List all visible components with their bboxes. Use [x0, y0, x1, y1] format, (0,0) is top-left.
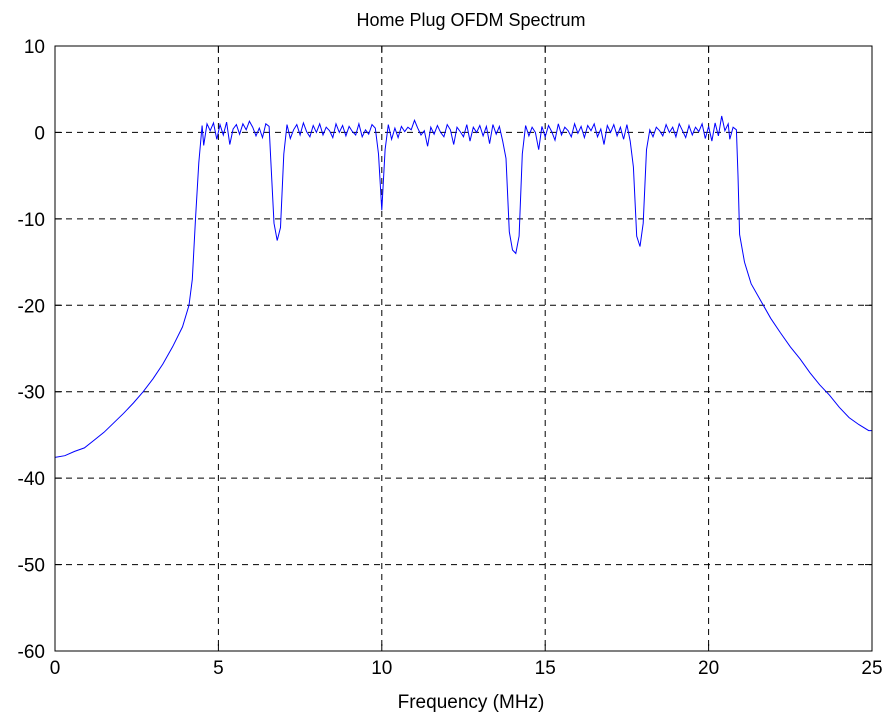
- y-tick-label: -30: [18, 383, 45, 404]
- grid-lines: [55, 46, 872, 651]
- x-axis-label: Frequency (MHz): [398, 692, 545, 713]
- x-tick-label: 15: [535, 658, 556, 679]
- x-tick-label: 0: [50, 658, 61, 679]
- plot-area: [55, 46, 872, 651]
- chart-title: Home Plug OFDM Spectrum: [356, 10, 585, 30]
- y-tick-label: 10: [24, 37, 45, 58]
- plot-frame: [54, 45, 873, 652]
- spectrum-series-line: [54, 115, 872, 458]
- x-tick-label: 25: [861, 658, 882, 679]
- x-tick-label: 20: [698, 658, 719, 679]
- y-tick-label: -10: [18, 210, 45, 231]
- x-tick-label: 10: [371, 658, 392, 679]
- y-tick-label: -40: [18, 469, 45, 490]
- y-tick-label: -50: [18, 556, 45, 577]
- x-tick-label: 5: [213, 658, 224, 679]
- y-tick-label: -20: [18, 296, 45, 317]
- y-tick-label: -60: [18, 642, 45, 663]
- axis-ticks: [54, 45, 873, 652]
- x-tick-labels: 0 5 10 15 20 25: [50, 658, 883, 679]
- y-tick-labels: -60 -50 -40 -30 -20 -10 0 10: [18, 37, 45, 663]
- y-tick-label: 0: [34, 123, 45, 144]
